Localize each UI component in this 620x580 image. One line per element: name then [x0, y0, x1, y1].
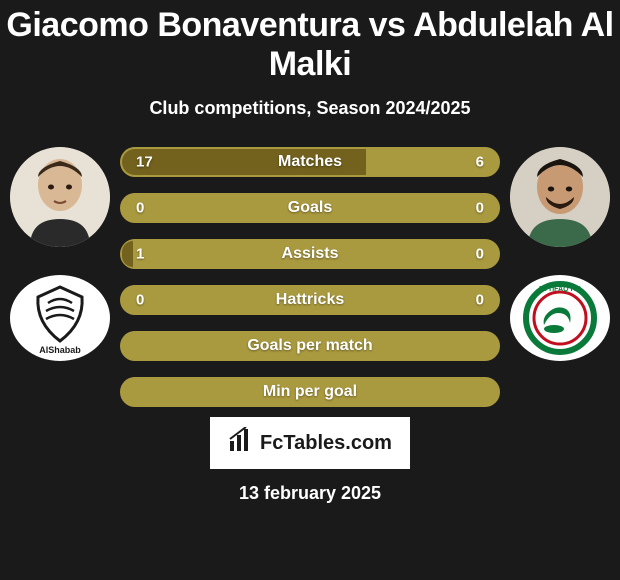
- left-player-photo: [10, 147, 110, 247]
- page-title: Giacomo Bonaventura vs Abdulelah Al Malk…: [0, 6, 620, 84]
- stat-left-value: 0: [136, 200, 144, 217]
- stat-label: Matches: [278, 153, 342, 171]
- right-player-col: ETTIFAQ F.C: [500, 147, 620, 361]
- stat-label: Goals per match: [247, 337, 372, 355]
- stat-left-value: 0: [136, 292, 144, 309]
- ettifaq-logo-icon: ETTIFAQ F.C: [510, 275, 610, 361]
- stat-right-value: 0: [476, 200, 484, 217]
- comparison-row: AlShabab 17 6 Matches 0 0 Goals 1 0 Assists 0 0 Hat…: [0, 147, 620, 407]
- update-date: 13 february 2025: [239, 483, 381, 504]
- stat-bar-left-fill: [122, 241, 133, 267]
- stat-bar: 1 0 Assists: [120, 239, 500, 269]
- al-shabab-logo-icon: AlShabab: [10, 275, 110, 361]
- stat-bar: Goals per match: [120, 331, 500, 361]
- stat-right-value: 0: [476, 292, 484, 309]
- stats-bars: 17 6 Matches 0 0 Goals 1 0 Assists 0 0 Hattricks Goa…: [120, 147, 500, 407]
- stat-label: Min per goal: [263, 383, 357, 401]
- chart-icon: [228, 427, 254, 453]
- stat-right-value: 6: [476, 154, 484, 171]
- left-player-col: AlShabab: [0, 147, 120, 361]
- stat-label: Goals: [288, 199, 332, 217]
- stat-left-value: 1: [136, 246, 144, 263]
- stat-label: Hattricks: [276, 291, 344, 309]
- brand-plate[interactable]: FcTables.com: [210, 417, 410, 469]
- right-player-photo: [510, 147, 610, 247]
- svg-text:AlShabab: AlShabab: [39, 345, 81, 355]
- stat-right-value: 0: [476, 246, 484, 263]
- stat-bar: 0 0 Hattricks: [120, 285, 500, 315]
- stat-label: Assists: [282, 245, 339, 263]
- stat-bar: 17 6 Matches: [120, 147, 500, 177]
- face-placeholder-icon: [10, 147, 110, 247]
- stat-bar: Min per goal: [120, 377, 500, 407]
- face-placeholder-icon: [510, 147, 610, 247]
- subtitle: Club competitions, Season 2024/2025: [149, 98, 470, 119]
- right-club-logo: ETTIFAQ F.C: [510, 275, 610, 361]
- brand-icon: [228, 427, 254, 459]
- left-club-logo: AlShabab: [10, 275, 110, 361]
- stat-bar: 0 0 Goals: [120, 193, 500, 223]
- svg-text:ETTIFAQ F.C: ETTIFAQ F.C: [539, 286, 581, 293]
- stat-left-value: 17: [136, 154, 153, 171]
- brand-name: FcTables.com: [260, 432, 392, 455]
